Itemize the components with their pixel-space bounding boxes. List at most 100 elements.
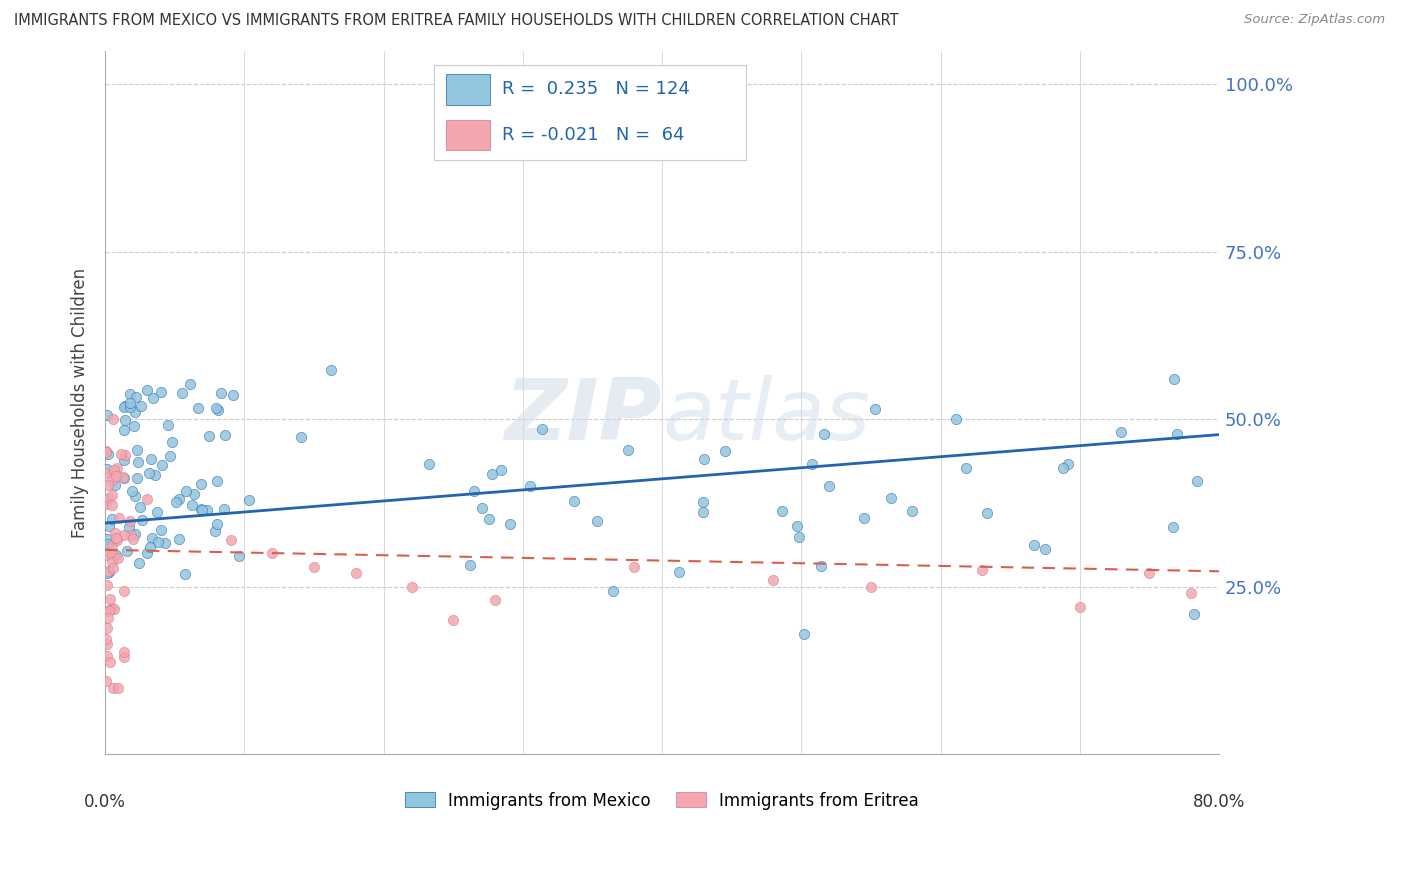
Point: [207, 403, 229, 417]
Point: [124, 527, 146, 541]
Point: [131, 512, 153, 526]
Point: [112, 471, 135, 485]
Point: [112, 400, 135, 414]
Text: 80.0%: 80.0%: [1192, 793, 1246, 811]
Point: [174, 566, 197, 581]
Point: [1052, 461, 1074, 475]
Point: [96, 673, 118, 688]
Point: [112, 645, 135, 659]
Point: [955, 461, 977, 475]
Point: [169, 533, 191, 547]
Point: [441, 613, 464, 627]
Point: [693, 452, 716, 467]
Point: [602, 584, 624, 599]
Point: [107, 550, 129, 565]
Point: [114, 448, 136, 462]
Point: [101, 412, 124, 426]
Point: [167, 492, 190, 507]
Point: [207, 517, 229, 532]
Point: [174, 484, 197, 499]
Point: [97, 537, 120, 551]
Point: [183, 487, 205, 501]
Point: [786, 519, 808, 533]
Point: [491, 462, 513, 476]
Point: [146, 535, 169, 549]
Point: [104, 469, 127, 483]
Point: [1163, 520, 1185, 534]
Point: [105, 548, 128, 562]
Point: [112, 453, 135, 467]
Point: [98, 518, 121, 533]
Point: [205, 401, 228, 416]
Point: [97, 565, 120, 579]
Point: [100, 498, 122, 512]
Point: [97, 564, 120, 578]
Point: [205, 474, 228, 488]
Point: [96, 637, 118, 651]
Point: [103, 681, 125, 695]
Point: [135, 491, 157, 506]
Point: [530, 421, 553, 435]
Point: [125, 471, 148, 485]
Point: [813, 427, 835, 442]
Point: [478, 512, 501, 526]
Point: [219, 533, 242, 547]
Point: [110, 447, 132, 461]
Point: [121, 483, 143, 498]
Point: [112, 423, 135, 437]
Point: [153, 536, 176, 550]
Point: [586, 514, 609, 528]
Point: [150, 458, 173, 473]
Point: [118, 396, 141, 410]
Point: [97, 611, 120, 625]
Point: [945, 412, 967, 426]
Point: [96, 408, 118, 422]
Point: [96, 566, 118, 581]
Point: [165, 495, 187, 509]
Point: [94, 497, 117, 511]
Point: [1163, 371, 1185, 385]
Point: [562, 493, 585, 508]
Point: [787, 530, 810, 544]
Point: [146, 505, 169, 519]
Point: [124, 405, 146, 419]
Point: [112, 469, 135, 483]
Point: [124, 489, 146, 503]
Point: [136, 546, 159, 560]
Text: atlas: atlas: [662, 375, 870, 458]
Point: [319, 363, 342, 377]
Point: [150, 385, 173, 400]
Point: [471, 501, 494, 516]
Point: [228, 549, 250, 563]
Point: [94, 467, 117, 481]
Point: [976, 506, 998, 520]
Point: [94, 548, 117, 562]
Point: [143, 467, 166, 482]
Point: [191, 503, 214, 517]
Point: [104, 477, 127, 491]
Point: [101, 601, 124, 615]
Text: IMMIGRANTS FROM MEXICO VS IMMIGRANTS FROM ERITREA FAMILY HOUSEHOLDS WITH CHILDRE: IMMIGRANTS FROM MEXICO VS IMMIGRANTS FRO…: [14, 13, 898, 29]
Point: [190, 501, 212, 516]
Point: [103, 463, 125, 477]
Point: [1139, 566, 1161, 581]
Point: [141, 532, 163, 546]
Point: [1022, 538, 1045, 552]
Point: [616, 442, 638, 457]
Point: [481, 467, 503, 481]
Point: [105, 533, 128, 547]
Point: [770, 503, 793, 517]
Point: [129, 399, 152, 413]
Point: [818, 479, 841, 493]
Point: [129, 500, 152, 514]
Point: [114, 413, 136, 427]
Point: [107, 681, 129, 695]
Point: [96, 578, 118, 592]
Point: [149, 524, 172, 538]
Point: [879, 491, 901, 505]
Point: [101, 488, 124, 502]
Point: [100, 473, 122, 487]
Point: [172, 385, 194, 400]
Point: [94, 444, 117, 458]
Point: [1182, 607, 1205, 621]
